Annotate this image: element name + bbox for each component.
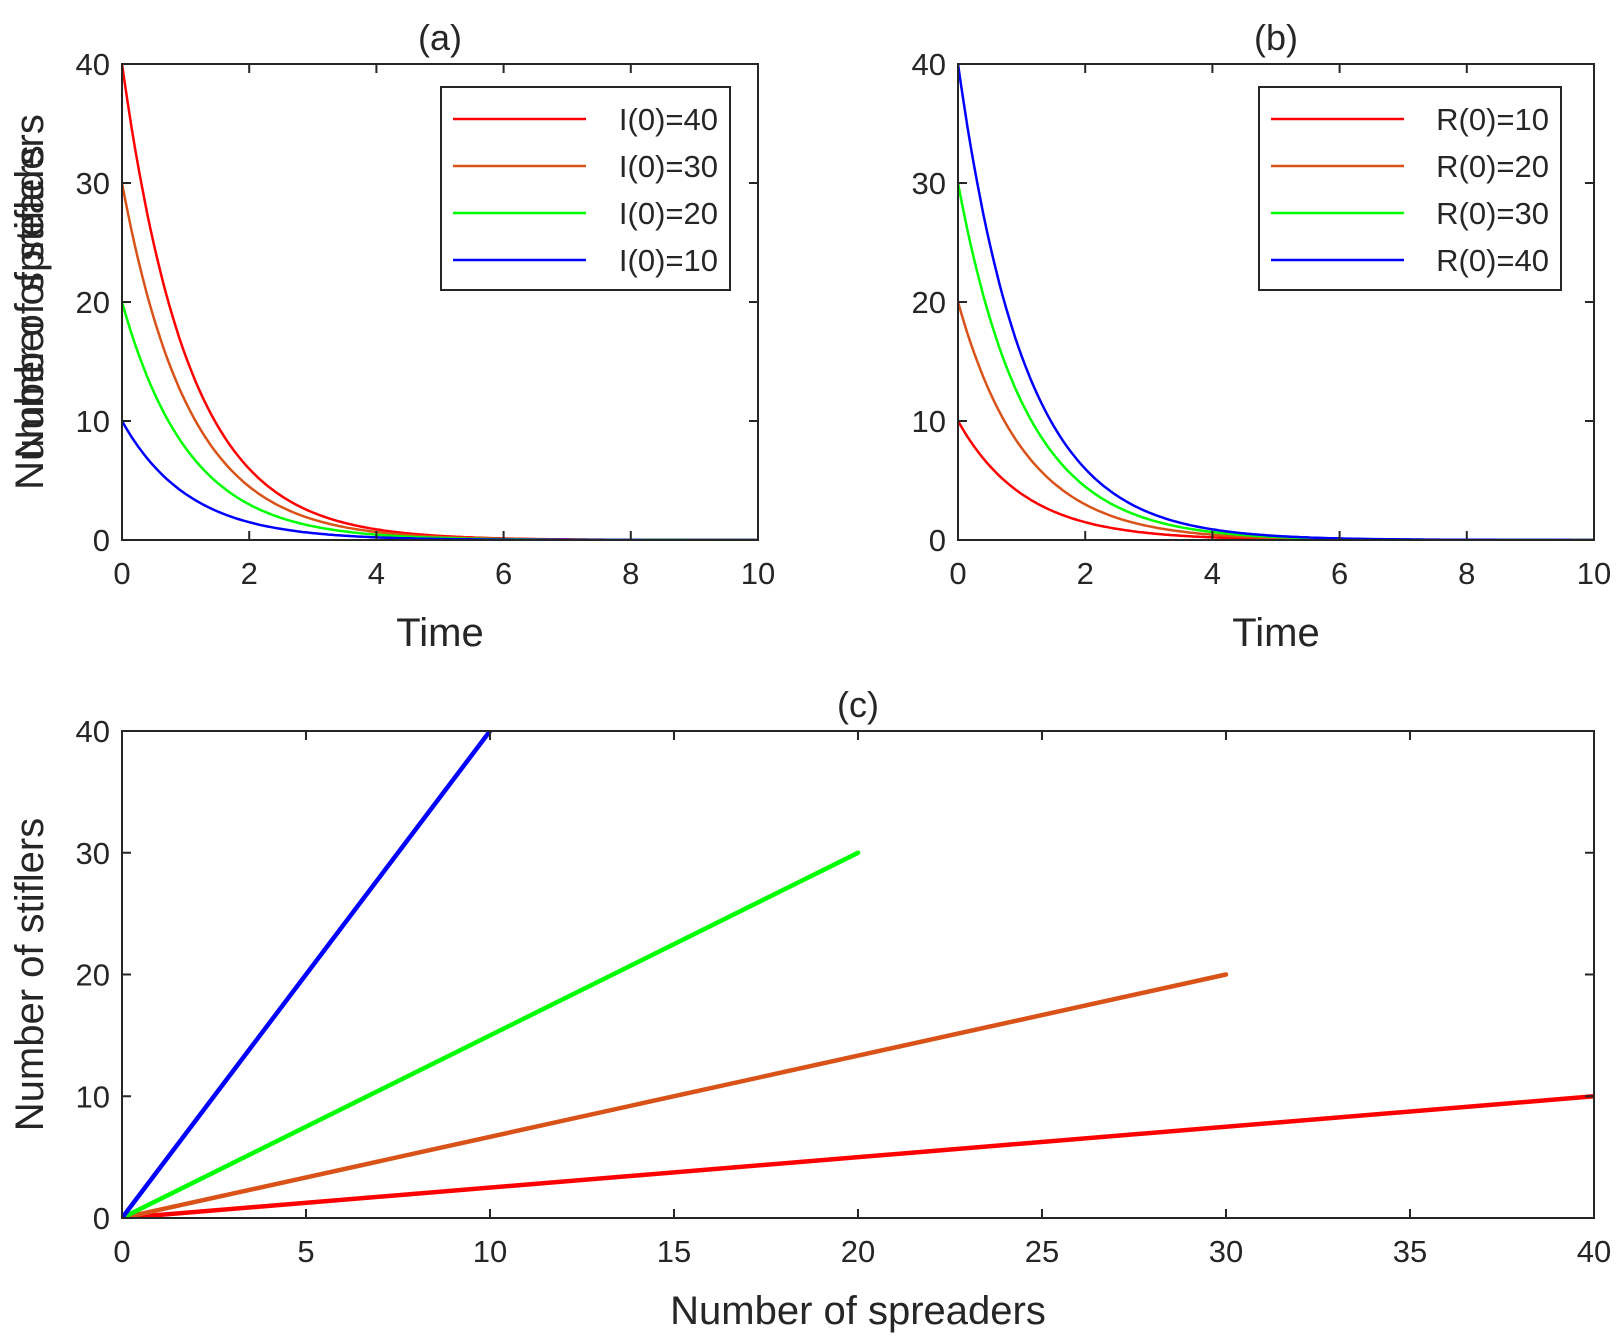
x-tick-label: 35 — [1393, 1234, 1427, 1269]
legend-entry: R(0)=40 — [1271, 243, 1549, 278]
x-tick-label: 6 — [495, 556, 512, 591]
y-tick-label: 20 — [76, 285, 110, 320]
chart-c: 0 5 10 15 20 25 30 35 40 0 10 20 30 40 (c) Number of sp… — [8, 684, 1611, 1333]
x-tick-label: 30 — [1209, 1234, 1243, 1269]
legend-entry: I(0)=20 — [453, 196, 718, 231]
x-tick-label: 2 — [1077, 556, 1094, 591]
y-tick-label: 20 — [912, 285, 946, 320]
x-tick-label: 20 — [841, 1234, 875, 1269]
y-tick-label: 0 — [929, 523, 946, 558]
x-tick-label: 15 — [657, 1234, 691, 1269]
x-tick-label: 2 — [241, 556, 258, 591]
x-tick-label: 10 — [473, 1234, 507, 1269]
y-tick-label: 10 — [76, 1079, 110, 1114]
legend-entry: I(0)=10 — [453, 243, 718, 278]
x-tick-label: 8 — [622, 556, 639, 591]
x-tick-label: 0 — [113, 556, 130, 591]
legend-label: R(0)=40 — [1436, 243, 1549, 278]
y-tick-label: 40 — [76, 47, 110, 82]
legend-entry: R(0)=10 — [1271, 102, 1549, 137]
chart-title: (c) — [837, 684, 879, 725]
legend-label: I(0)=30 — [619, 149, 718, 184]
y-tick-label: 20 — [76, 958, 110, 993]
y-tick-label: 40 — [76, 714, 110, 749]
legend-entry: R(0)=30 — [1271, 196, 1549, 231]
legend-label: I(0)=10 — [619, 243, 718, 278]
x-tick-label: 25 — [1025, 1234, 1059, 1269]
y-tick-label: 10 — [76, 404, 110, 439]
y-tick-label: 0 — [93, 1201, 110, 1236]
x-tick-label: 0 — [949, 556, 966, 591]
y-axis-label: Number of stiflers — [8, 145, 52, 458]
legend-entry: I(0)=40 — [453, 102, 718, 137]
chart-a: 0 2 4 6 8 10 0 10 20 30 40 (a) Time Number of spreade… — [8, 17, 775, 655]
legend-label: R(0)=10 — [1436, 102, 1549, 137]
x-tick-label: 10 — [1577, 556, 1611, 591]
y-tick-label: 10 — [912, 404, 946, 439]
legend-label: I(0)=20 — [619, 196, 718, 231]
y-tick-label: 40 — [912, 47, 946, 82]
x-tick-label: 4 — [368, 556, 385, 591]
legend-entry: R(0)=20 — [1271, 149, 1549, 184]
series-line — [122, 1094, 1594, 1218]
y-axis-label: Number of spreaders — [8, 114, 52, 490]
plot-area — [122, 731, 1594, 1218]
legend-label: R(0)=20 — [1436, 149, 1549, 184]
legend: I(0)=40 I(0)=30 I(0)=20 I(0)=10 — [440, 86, 731, 291]
legend-label: R(0)=30 — [1436, 196, 1549, 231]
series-line — [122, 731, 493, 1218]
legend-box — [1258, 86, 1562, 291]
x-tick-label: 4 — [1204, 556, 1221, 591]
x-tick-label: 40 — [1577, 1234, 1611, 1269]
y-tick-label: 30 — [912, 166, 946, 201]
x-tick-label: 10 — [741, 556, 775, 591]
chart-title: (a) — [418, 17, 462, 58]
x-tick-label: 5 — [297, 1234, 314, 1269]
x-axis-label: Time — [396, 611, 483, 655]
legend: R(0)=10 R(0)=20 R(0)=30 R(0)=40 — [1258, 86, 1562, 291]
y-tick-label: 30 — [76, 166, 110, 201]
series-group — [122, 731, 1594, 1218]
x-axis-label: Number of spreaders — [670, 1289, 1046, 1333]
x-tick-label: 8 — [1458, 556, 1475, 591]
x-tick-label: 0 — [113, 1234, 130, 1269]
y-tick-label: 0 — [93, 523, 110, 558]
series-line — [122, 850, 861, 1218]
legend-entry: I(0)=30 — [453, 149, 718, 184]
legend-label: I(0)=40 — [619, 102, 718, 137]
y-tick-label: 30 — [76, 836, 110, 871]
series-line — [122, 972, 1229, 1218]
chart-title: (b) — [1254, 17, 1298, 58]
x-axis-label: Time — [1232, 611, 1319, 655]
legend-box — [440, 86, 731, 291]
y-axis-label: Number of stiflers — [8, 818, 52, 1131]
x-tick-label: 6 — [1331, 556, 1348, 591]
